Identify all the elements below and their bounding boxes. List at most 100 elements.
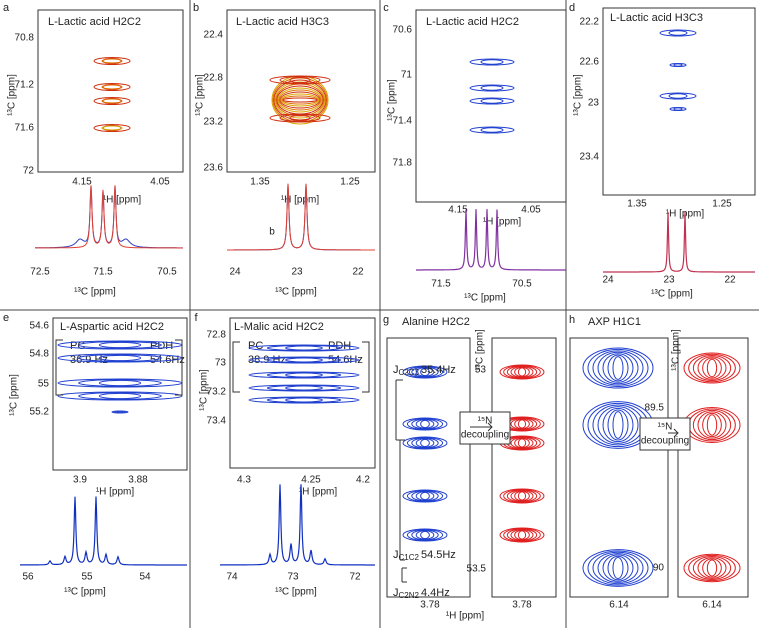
- contour: [480, 127, 504, 133]
- contour: [517, 491, 527, 501]
- contour: [612, 557, 624, 579]
- x-tick-label: 4.15: [448, 205, 468, 216]
- contour: [402, 417, 448, 431]
- x-tick-label: 3.78: [512, 600, 532, 611]
- panel-letter: e: [3, 312, 9, 324]
- contour: [514, 490, 530, 502]
- x-tick-label: 6.14: [702, 600, 722, 611]
- contour: [279, 114, 321, 122]
- contour: [102, 97, 122, 105]
- plot-frame: [602, 7, 756, 196]
- y-tick-label: 72.8: [207, 330, 227, 341]
- x-axis-label: ¹H [ppm]: [103, 195, 142, 206]
- contour: [406, 437, 444, 449]
- panel-letter: d: [569, 2, 575, 14]
- contour: [93, 57, 131, 65]
- contour: [673, 107, 683, 111]
- contour: [592, 404, 644, 446]
- contour: [289, 114, 311, 122]
- contour: [411, 366, 439, 378]
- y-tick-label: 71: [401, 70, 413, 81]
- decoupling-box: [459, 411, 511, 445]
- y-tick-label: 54.8: [30, 349, 50, 360]
- x-tick-label: 4.2: [356, 475, 370, 486]
- box-label: ¹⁵N: [478, 416, 493, 427]
- panel-title: L-Lactic acid H3C3: [236, 16, 329, 28]
- spectrum-tick-label: 22: [724, 275, 736, 286]
- plot-frame: [37, 9, 184, 173]
- contour: [280, 93, 320, 107]
- contour: [78, 354, 162, 362]
- spectrum-tick-label: 71.5: [93, 267, 113, 278]
- spectrum-tick-label: 22: [352, 267, 364, 278]
- x-axis-label: ¹H [ppm]: [96, 487, 135, 498]
- coupling-label: JC2N2 4.4Hz: [393, 587, 450, 600]
- y-tick-label: 55.2: [30, 407, 50, 418]
- contour: [285, 385, 323, 391]
- y-axis-label: ¹³C [ppm]: [7, 74, 18, 116]
- y-tick-label: 23: [588, 98, 600, 109]
- panel-letter: g: [383, 314, 389, 326]
- contour: [101, 84, 123, 90]
- contour: [102, 83, 122, 91]
- contour: [510, 490, 534, 502]
- plot-frame: [569, 337, 669, 598]
- contour: [607, 555, 629, 581]
- contour: [514, 529, 530, 541]
- contour: [517, 438, 527, 448]
- coupling-sub: C2N2: [399, 591, 420, 600]
- contour: [78, 379, 162, 387]
- y-axis-label: ¹³C [ppm]: [199, 369, 210, 411]
- contour: [57, 391, 183, 401]
- contour: [612, 356, 624, 380]
- y-tick-label: 54.6: [30, 321, 50, 332]
- panel-title: Alanine H2C2: [402, 316, 470, 328]
- contour: [274, 81, 326, 119]
- contour: [517, 367, 527, 377]
- plot-frame: [229, 317, 376, 469]
- y-axis-label: ¹³C [ppm]: [9, 374, 20, 416]
- contour: [612, 411, 624, 439]
- contour: [281, 95, 319, 105]
- y-axis-label: ¹³C [ppm]: [671, 329, 682, 371]
- x-axis-label: ¹H [ppm]: [483, 217, 522, 228]
- contour: [278, 89, 322, 111]
- contour: [683, 352, 741, 384]
- y-axis-label: ¹³C [ppm]: [475, 329, 486, 371]
- contour: [269, 113, 331, 123]
- contour: [279, 76, 321, 84]
- contour: [420, 419, 430, 429]
- y-tick-label: 22.2: [580, 17, 600, 28]
- contour: [602, 353, 634, 383]
- contour: [101, 125, 123, 131]
- y-tick-label: 71.4: [393, 116, 413, 127]
- decoupling-box: [639, 417, 691, 451]
- contour: [415, 491, 435, 501]
- panel-letter: b: [193, 2, 199, 14]
- contour: [587, 550, 649, 586]
- contour: [592, 350, 644, 386]
- annotation: 54.6Hz: [328, 354, 363, 366]
- spectrum-tick-label: 70.5: [157, 267, 177, 278]
- box-label: decoupling: [641, 436, 689, 447]
- contour: [411, 418, 439, 430]
- contour: [514, 366, 530, 378]
- panel-letter: f: [194, 312, 198, 324]
- spectrum: [220, 484, 375, 566]
- spectrum: [416, 209, 566, 271]
- y-tick-label: 70.6: [393, 25, 413, 36]
- contour: [402, 489, 448, 503]
- contour: [269, 75, 331, 85]
- contour: [517, 419, 527, 429]
- contour: [582, 549, 654, 587]
- plot-frame: [226, 9, 376, 173]
- x-tick-label: 4.15: [72, 177, 92, 188]
- y-tick-label: 55: [38, 379, 50, 390]
- contour: [415, 530, 435, 540]
- coupling-value: 35.4Hz: [421, 364, 456, 376]
- contour: [503, 489, 541, 503]
- contour: [98, 379, 142, 387]
- arrow: [470, 422, 493, 432]
- contour: [510, 529, 534, 541]
